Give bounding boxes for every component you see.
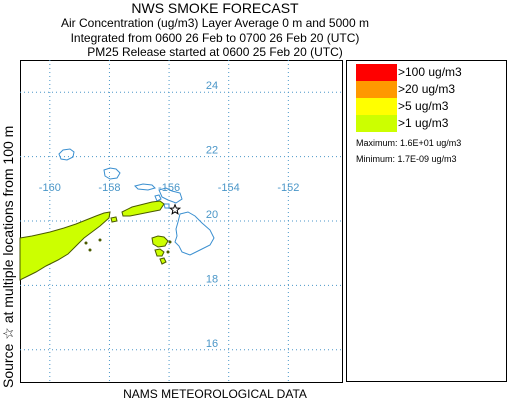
- gridlines: [20, 60, 342, 382]
- legend-panel: >100 ug/m3 >20 ug/m3 >5 ug/m3 >1 ug/m3 M…: [346, 60, 507, 382]
- tick-label-lon: -160: [39, 182, 61, 194]
- tick-label-lat: 20: [206, 209, 218, 221]
- tick-label-lon: -154: [218, 182, 240, 194]
- coastline-big-island: [174, 211, 215, 256]
- legend-swatch: [356, 115, 397, 132]
- legend-label: >20 ug/m3: [398, 82, 456, 96]
- plume-maui-channel: [121, 200, 165, 217]
- chart-subtitle-integration: Integrated from 0600 26 Feb to 0700 26 F…: [70, 31, 360, 45]
- plume-big-island-a: [151, 235, 169, 248]
- plume-small-west: [110, 216, 118, 223]
- tick-label-lon: -152: [277, 182, 299, 194]
- coastlines: [58, 148, 215, 256]
- meteorological-data-label: NAMS METEOROLOGICAL DATA: [123, 387, 307, 401]
- coastline-oahu: [103, 167, 121, 180]
- legend-minimum: Minimum: 1.7E-09 ug/m3: [356, 154, 457, 164]
- legend-item: >20 ug/m3: [356, 81, 506, 98]
- source-side-label: Source ☆ at multiple locations from 100 …: [0, 126, 16, 388]
- plume-west: [19, 211, 111, 281]
- legend-label: >1 ug/m3: [398, 116, 449, 130]
- legend-item: >5 ug/m3: [356, 98, 506, 115]
- plume-dot: [88, 248, 92, 252]
- coastline-lanai: [154, 194, 162, 202]
- tick-label-lat: 22: [206, 145, 218, 157]
- legend-swatch: [356, 81, 397, 98]
- legend-swatch: [356, 64, 397, 81]
- plume-dot: [84, 241, 88, 245]
- tick-label-lat: 16: [206, 338, 218, 350]
- coastline-kauai: [58, 148, 75, 161]
- chart-title: NWS SMOKE FORECAST: [131, 0, 299, 16]
- plume-dot: [168, 240, 172, 244]
- plume-big-island-c: [159, 257, 167, 265]
- chart-subtitle-concentration: Air Concentration (ug/m3) Layer Average …: [61, 16, 369, 30]
- chart-subtitle-release: PM25 Release started at 0600 25 Feb 20 (…: [87, 45, 343, 59]
- legend-label: >100 ug/m3: [398, 65, 462, 79]
- plume-dot: [98, 238, 102, 242]
- coastline-kahoolawe: [163, 203, 170, 209]
- tick-label-lon: -156: [158, 182, 180, 194]
- source-label-text: Source ☆ at multiple locations from 100 …: [0, 126, 16, 388]
- legend-swatch: [356, 98, 397, 115]
- plume-big-island-b: [154, 248, 165, 257]
- coastline-molokai: [134, 183, 156, 191]
- legend-maximum: Maximum: 1.6E+01 ug/m3: [356, 138, 462, 148]
- source-star-icon: [169, 203, 182, 215]
- tick-label-lat: 18: [206, 273, 218, 285]
- tick-labels: -160 -158 -156 -154 -152 24 22 20 18 16: [39, 80, 300, 350]
- legend-label: >5 ug/m3: [398, 99, 449, 113]
- legend-item: >1 ug/m3: [356, 115, 506, 132]
- legend-item: >100 ug/m3: [356, 64, 506, 81]
- plume-dot: [166, 250, 170, 254]
- coastline-maui: [158, 187, 183, 204]
- source-markers: [169, 203, 182, 215]
- tick-label-lon: -158: [98, 182, 120, 194]
- tick-label-lat: 24: [206, 80, 218, 92]
- smoke-plumes: [19, 200, 172, 281]
